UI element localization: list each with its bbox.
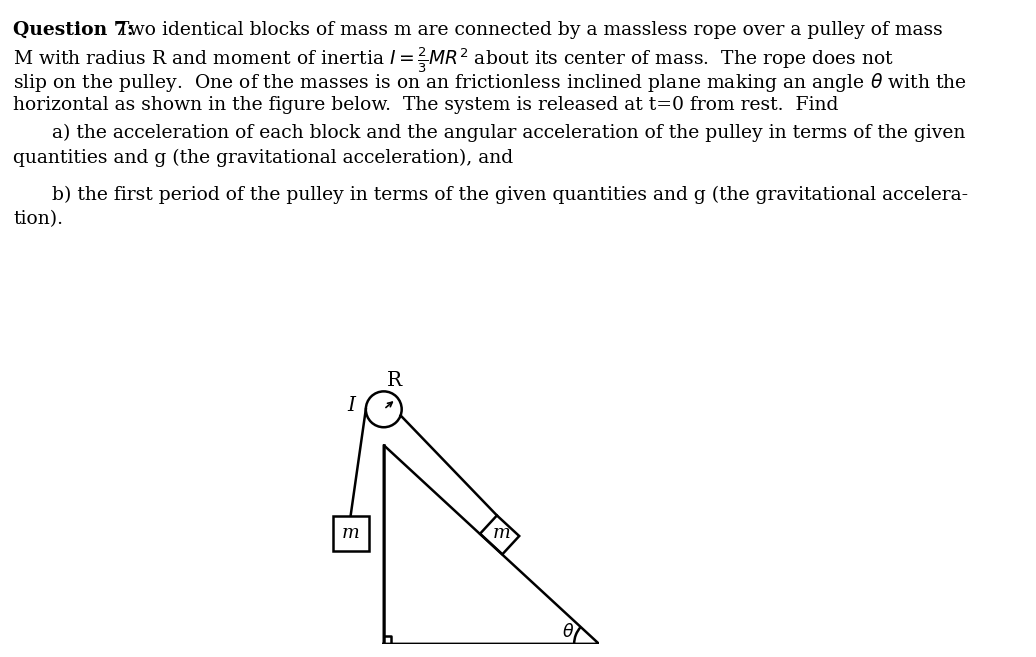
Text: Two identical blocks of mass m are connected by a massless rope over a pulley of: Two identical blocks of mass m are conne… bbox=[111, 21, 943, 39]
Text: Question 7:: Question 7: bbox=[13, 21, 135, 39]
Text: m: m bbox=[492, 524, 510, 542]
Text: quantities and g (the gravitational acceleration), and: quantities and g (the gravitational acce… bbox=[13, 148, 514, 167]
Text: a) the acceleration of each block and the angular acceleration of the pulley in : a) the acceleration of each block and th… bbox=[52, 124, 966, 142]
Text: I: I bbox=[347, 396, 355, 415]
Text: slip on the pulley.  One of the masses is on an frictionless inclined plane maki: slip on the pulley. One of the masses is… bbox=[13, 71, 968, 94]
Text: horizontal as shown in the figure below.  The system is released at t=0 from res: horizontal as shown in the figure below.… bbox=[13, 96, 839, 114]
Text: m: m bbox=[342, 524, 359, 543]
Polygon shape bbox=[480, 516, 519, 555]
Bar bbox=[333, 516, 369, 551]
Text: M with radius R and moment of inertia $I = \frac{2}{3}MR^2$ about its center of : M with radius R and moment of inertia $I… bbox=[13, 46, 895, 76]
Text: b) the first period of the pulley in terms of the given quantities and g (the gr: b) the first period of the pulley in ter… bbox=[52, 185, 968, 204]
Text: $\theta$: $\theta$ bbox=[562, 623, 574, 641]
Text: R: R bbox=[387, 371, 402, 390]
Text: tion).: tion). bbox=[13, 210, 63, 228]
